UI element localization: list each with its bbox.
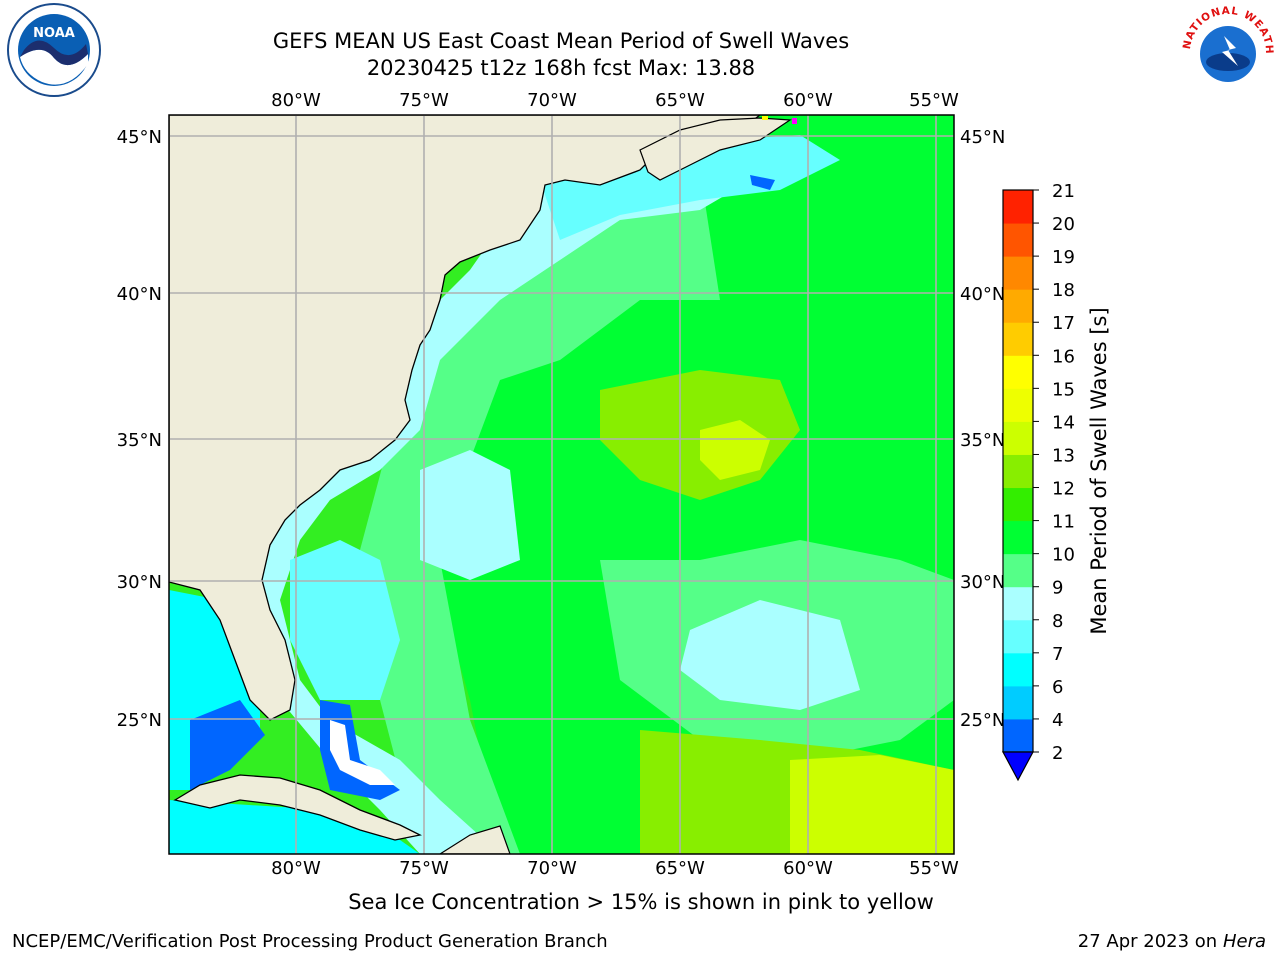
sea-ice-spot [762,116,768,120]
colorbar-segment [1003,586,1033,621]
colorbar-tick-label: 13 [1052,445,1075,466]
colorbar-segment [1003,454,1033,489]
colorbar-tick-label: 18 [1052,280,1075,301]
lon-label-bottom: 75°W [399,858,449,879]
field-yellow-se [790,755,954,854]
colorbar-tick-label: 12 [1052,479,1075,500]
colorbar-segment [1003,289,1033,323]
field-cyan-offshore [420,450,520,580]
colorbar-segment [1003,190,1033,224]
colorbar-segment [1003,487,1033,522]
chart-subtitle: 20230425 t12z 168h fcst Max: 13.88 [366,56,756,80]
colorbar-tick-label: 4 [1052,710,1063,731]
colorbar-tick-label: 6 [1052,677,1063,698]
colorbar-segment [1003,256,1033,290]
lat-label-right: 45°N [960,127,1005,148]
colorbar-segment [1003,652,1033,687]
noaa-logo-text: NOAA [33,26,75,41]
lat-label-right: 30°N [960,572,1005,593]
colorbar-segment [1003,718,1033,753]
lat-label-right: 25°N [960,710,1005,731]
land-cuba [173,774,422,841]
lat-label-right: 40°N [960,284,1005,305]
noaa-logo-icon: NOAA [7,3,101,97]
lon-label-bottom: 80°W [271,858,321,879]
colorbar-tick-label: 7 [1052,644,1063,665]
date-stamp: 27 Apr 2023 on Hera [1078,931,1266,952]
colorbar-tick-label: 17 [1052,313,1075,334]
land-us [169,115,762,721]
colorbar-tick-label: 11 [1052,512,1075,533]
colorbar-tick-label: 2 [1052,743,1063,764]
lat-label-left: 25°N [117,710,162,731]
lon-label-bottom: 65°W [655,858,705,879]
graticule [169,115,954,854]
lat-label-left: 45°N [117,127,162,148]
credit-text: NCEP/EMC/Verification Post Processing Pr… [12,931,608,952]
lat-label-right: 35°N [960,430,1005,451]
chart-title: GEFS MEAN US East Coast Mean Period of S… [272,29,850,53]
field-cyan-caribbean [169,800,420,854]
sea-ice-spot [792,118,797,124]
colorbar-tick-label: 21 [1052,181,1075,202]
field-pale-cyan-south [680,600,860,710]
lon-label-top: 75°W [399,90,449,111]
bahamas-bank [330,720,395,785]
colorbar-tick-label: 19 [1052,247,1075,268]
colorbar-label: Mean Period of Swell Waves [s] [1087,307,1111,634]
lon-label-top: 60°W [783,90,833,111]
colorbar-tick-label: 20 [1052,214,1075,235]
field-blue-gulf [190,700,265,790]
lon-label-top: 80°W [271,90,321,111]
colorbar-segment [1003,520,1033,555]
colorbar-tick-label: 8 [1052,611,1063,632]
nws-logo-icon: NATIONAL WEATHER SERVICE [1176,2,1274,98]
colorbar-tick-label: 14 [1052,412,1075,433]
colorbar-segment [1003,685,1033,720]
field-cyan-coast [260,150,760,854]
colorbar-segment [1003,553,1033,588]
lon-label-bottom: 70°W [527,858,577,879]
colorbar-extend-arrow [1001,751,1035,782]
colorbar-segment [1003,421,1033,455]
lat-label-left: 30°N [117,572,162,593]
colorbar-tick-label: 10 [1052,545,1075,566]
land-hispaniola [438,825,511,854]
map-frame [168,114,955,855]
lon-label-bottom: 60°W [783,858,833,879]
colorbar-tick-label: 16 [1052,346,1075,367]
lat-label-left: 35°N [117,430,162,451]
land-nova-scotia [639,117,792,181]
colorbar: 2 4 6 7 8 9 10 11 12 13 14 15 16 17 18 19 20 21 [1002,181,1075,764]
lon-label-top: 65°W [655,90,705,111]
lon-label-top: 70°W [527,90,577,111]
colorbar-tick-label: 15 [1052,379,1075,400]
field-yellow-center [700,420,770,480]
lat-label-left: 40°N [117,284,162,305]
date-text: 27 Apr 2023 on [1077,931,1218,952]
lon-label-top: 55°W [909,90,959,111]
lon-label-bottom: 55°W [909,858,959,879]
field-aqua-south [290,540,400,700]
colorbar-segment [1003,322,1033,356]
colorbar-segment [1003,223,1033,257]
colorbar-tick-label: 9 [1052,578,1063,599]
colorbar-segment [1003,619,1033,654]
sea-ice-note: Sea Ice Concentration > 15% is shown in … [348,890,934,914]
machine-name: Hera [1222,931,1266,952]
colorbar-segment [1003,355,1033,389]
field-blue-nova [750,175,775,190]
colorbar-segment [1003,388,1033,422]
